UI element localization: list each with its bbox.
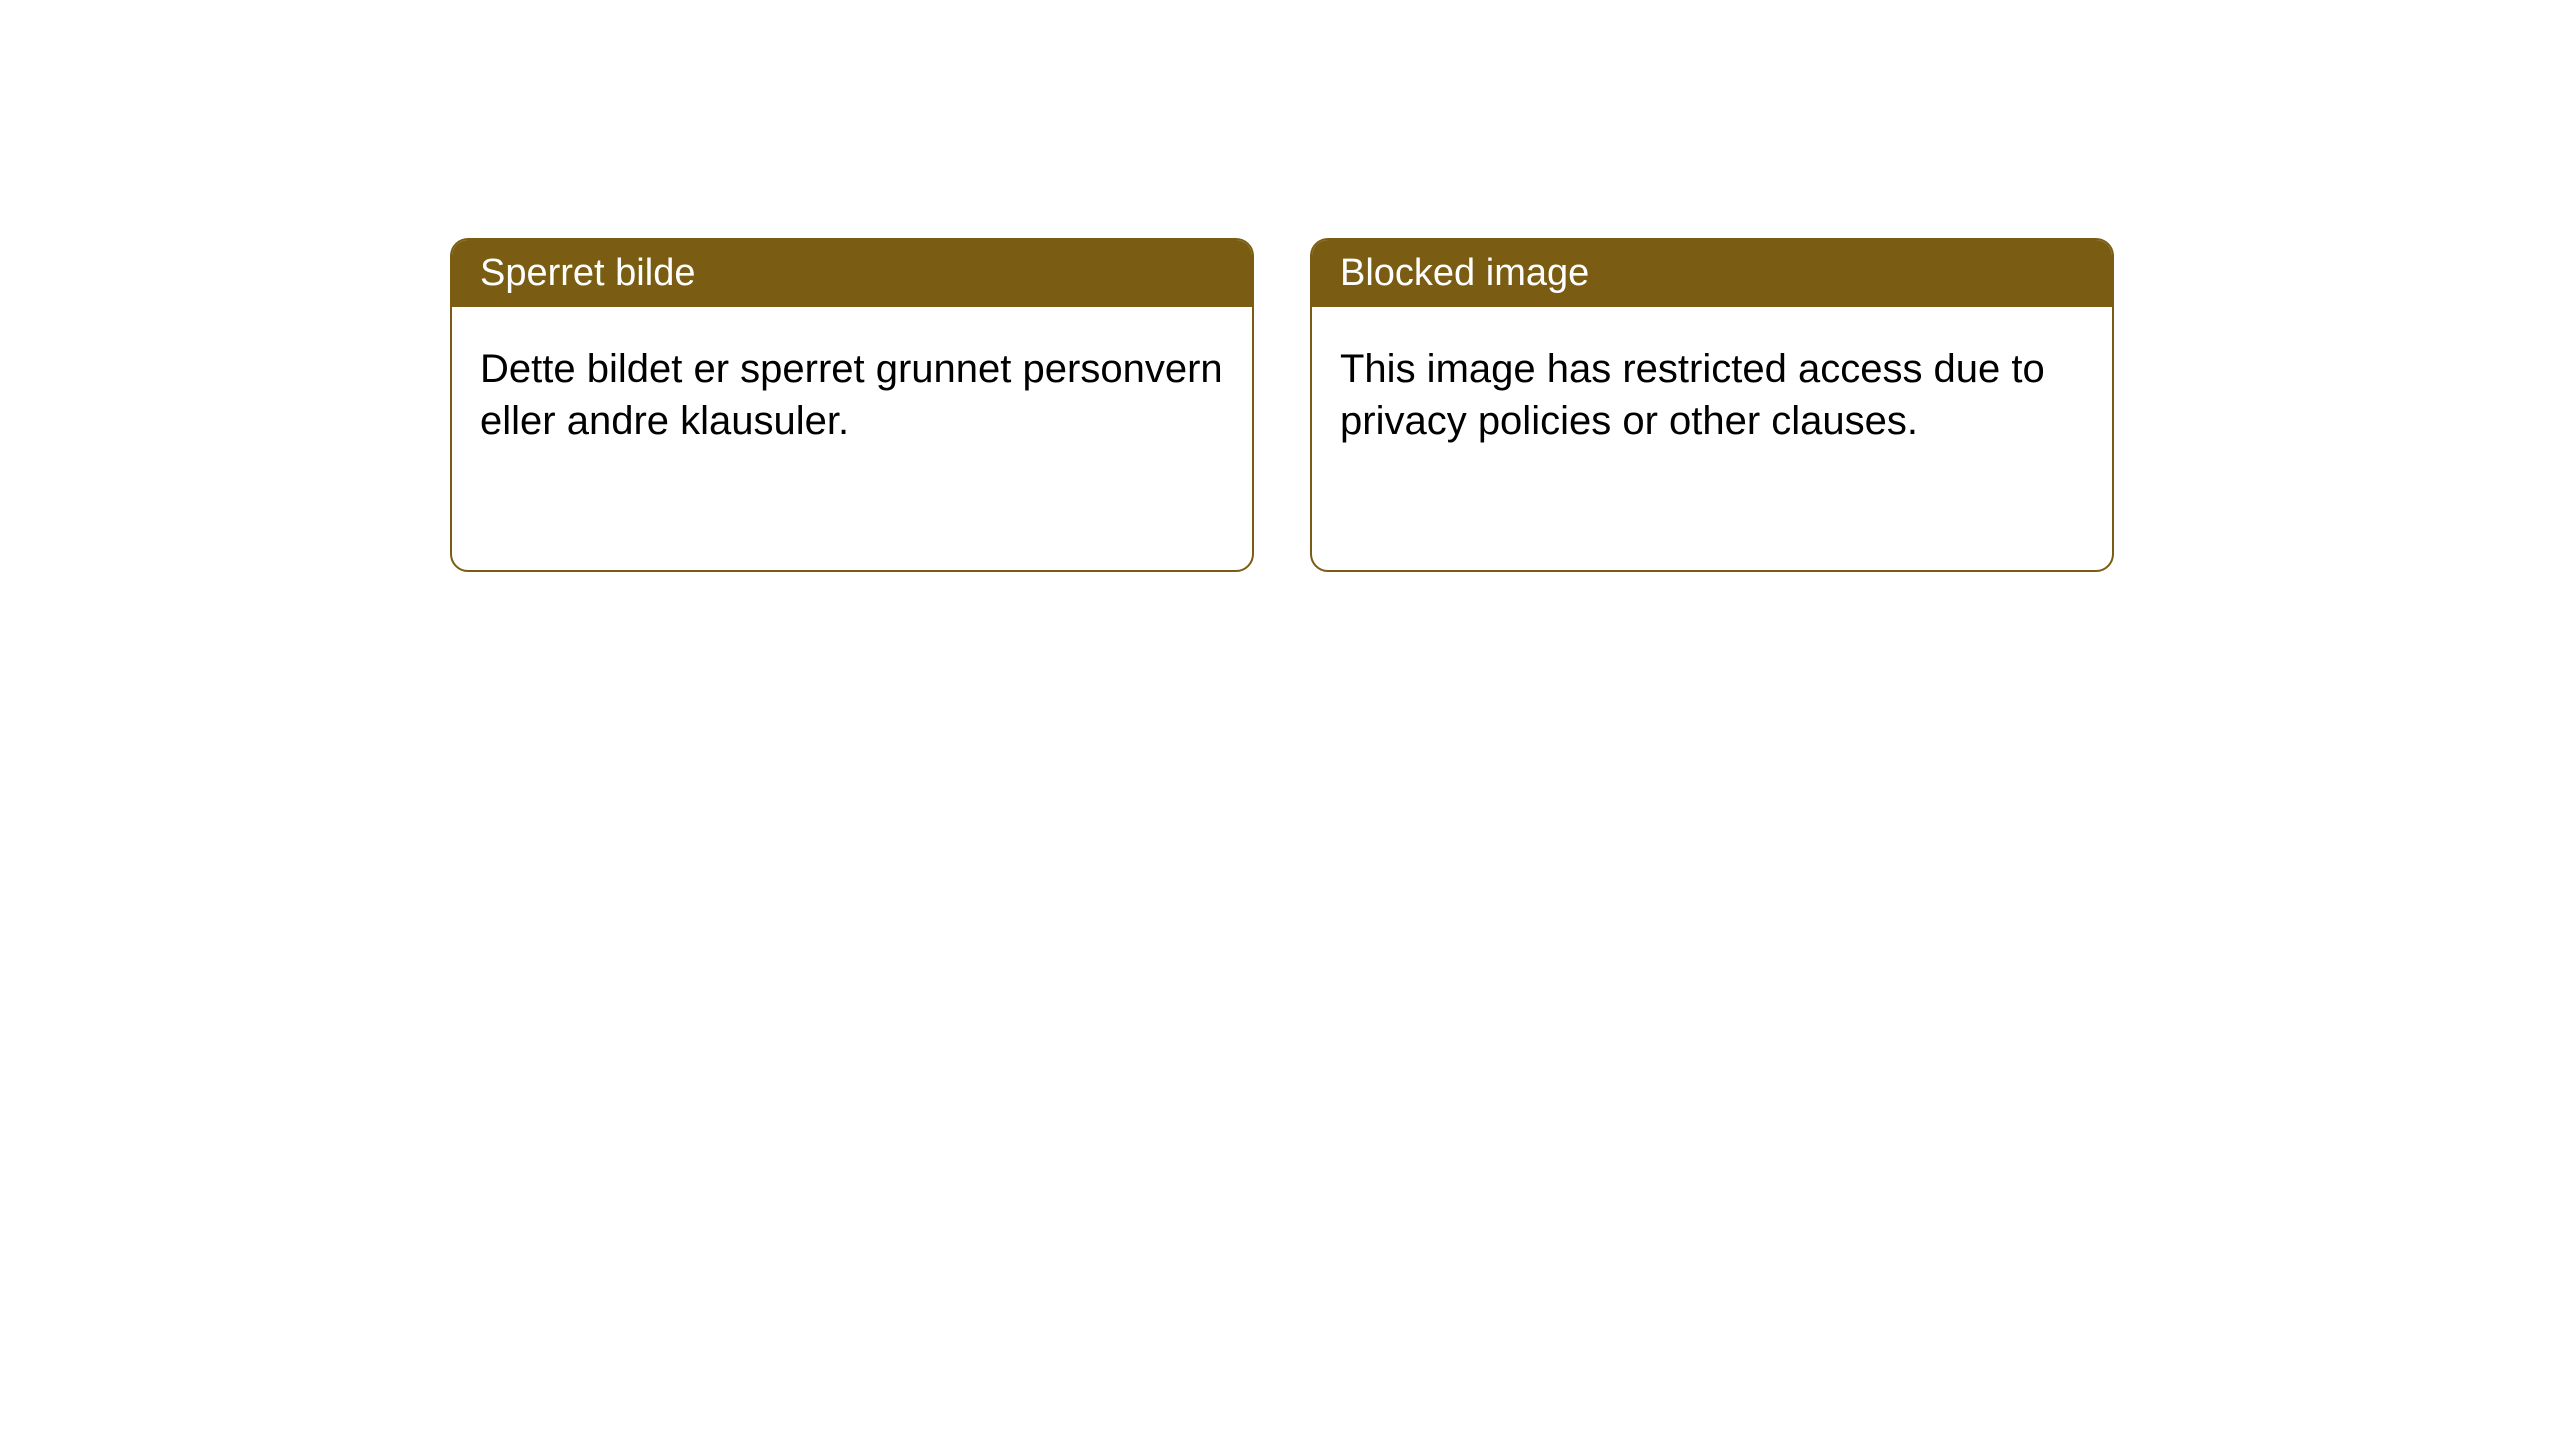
notice-header: Blocked image (1312, 240, 2112, 307)
notice-header: Sperret bilde (452, 240, 1252, 307)
notice-card-norwegian: Sperret bilde Dette bildet er sperret gr… (450, 238, 1254, 572)
notice-title: Sperret bilde (480, 252, 695, 294)
notice-body: This image has restricted access due to … (1312, 307, 2112, 483)
notice-title: Blocked image (1340, 252, 1589, 294)
notice-message: This image has restricted access due to … (1340, 347, 2045, 443)
notice-message: Dette bildet er sperret grunnet personve… (480, 347, 1223, 443)
notice-card-english: Blocked image This image has restricted … (1310, 238, 2114, 572)
notices-container: Sperret bilde Dette bildet er sperret gr… (0, 0, 2560, 572)
notice-body: Dette bildet er sperret grunnet personve… (452, 307, 1252, 483)
